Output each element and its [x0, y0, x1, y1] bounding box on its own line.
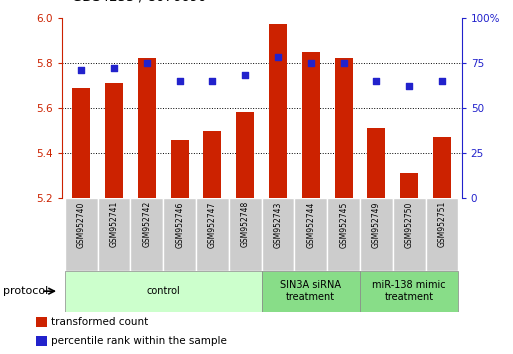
Bar [426, 198, 459, 271]
Text: transformed count: transformed count [51, 317, 148, 327]
Bar [36, 318, 47, 327]
Text: SIN3A siRNA
treatment: SIN3A siRNA treatment [280, 280, 341, 302]
Text: GSM952750: GSM952750 [405, 201, 413, 247]
Text: GSM952747: GSM952747 [208, 201, 217, 247]
Bar [65, 198, 97, 271]
Bar [433, 137, 451, 198]
Point [405, 84, 413, 89]
Point [340, 60, 348, 66]
Text: GSM952749: GSM952749 [372, 201, 381, 247]
Bar [97, 198, 130, 271]
Bar [130, 198, 163, 271]
Bar [196, 198, 229, 271]
Point [175, 78, 184, 84]
Bar [105, 83, 123, 198]
Point [208, 78, 216, 84]
Bar [360, 198, 393, 271]
Bar [65, 271, 262, 312]
Bar [262, 198, 294, 271]
Bar [229, 198, 262, 271]
Bar [269, 24, 287, 198]
Bar [163, 198, 196, 271]
Point [274, 55, 282, 60]
Point [241, 73, 249, 78]
Text: GSM952740: GSM952740 [77, 201, 86, 247]
Bar [236, 113, 254, 198]
Point [143, 60, 151, 66]
Bar [72, 88, 90, 198]
Bar [138, 58, 156, 198]
Bar [327, 198, 360, 271]
Text: GSM952746: GSM952746 [175, 201, 184, 247]
Bar [360, 271, 459, 312]
Point [372, 78, 381, 84]
Text: control: control [146, 286, 180, 296]
Text: GDS4255 / 8076690: GDS4255 / 8076690 [72, 0, 206, 4]
Text: GSM952745: GSM952745 [339, 201, 348, 247]
Text: GSM952743: GSM952743 [273, 201, 283, 247]
Bar [171, 139, 189, 198]
Point [110, 65, 118, 71]
Point [307, 60, 315, 66]
Point [77, 67, 85, 73]
Bar [294, 198, 327, 271]
Text: GSM952744: GSM952744 [306, 201, 315, 247]
Bar [334, 58, 352, 198]
Bar [393, 198, 426, 271]
Bar [302, 52, 320, 198]
Text: GSM952748: GSM952748 [241, 201, 250, 247]
Text: miR-138 mimic
treatment: miR-138 mimic treatment [372, 280, 446, 302]
Text: GSM952741: GSM952741 [110, 201, 119, 247]
Point [438, 78, 446, 84]
Text: GSM952751: GSM952751 [438, 201, 446, 247]
Bar [400, 173, 418, 198]
Text: protocol: protocol [3, 286, 48, 296]
Bar [36, 336, 47, 346]
Bar [204, 131, 222, 198]
Text: percentile rank within the sample: percentile rank within the sample [51, 336, 227, 346]
Text: GSM952742: GSM952742 [142, 201, 151, 247]
Bar [367, 128, 385, 198]
Bar [262, 271, 360, 312]
